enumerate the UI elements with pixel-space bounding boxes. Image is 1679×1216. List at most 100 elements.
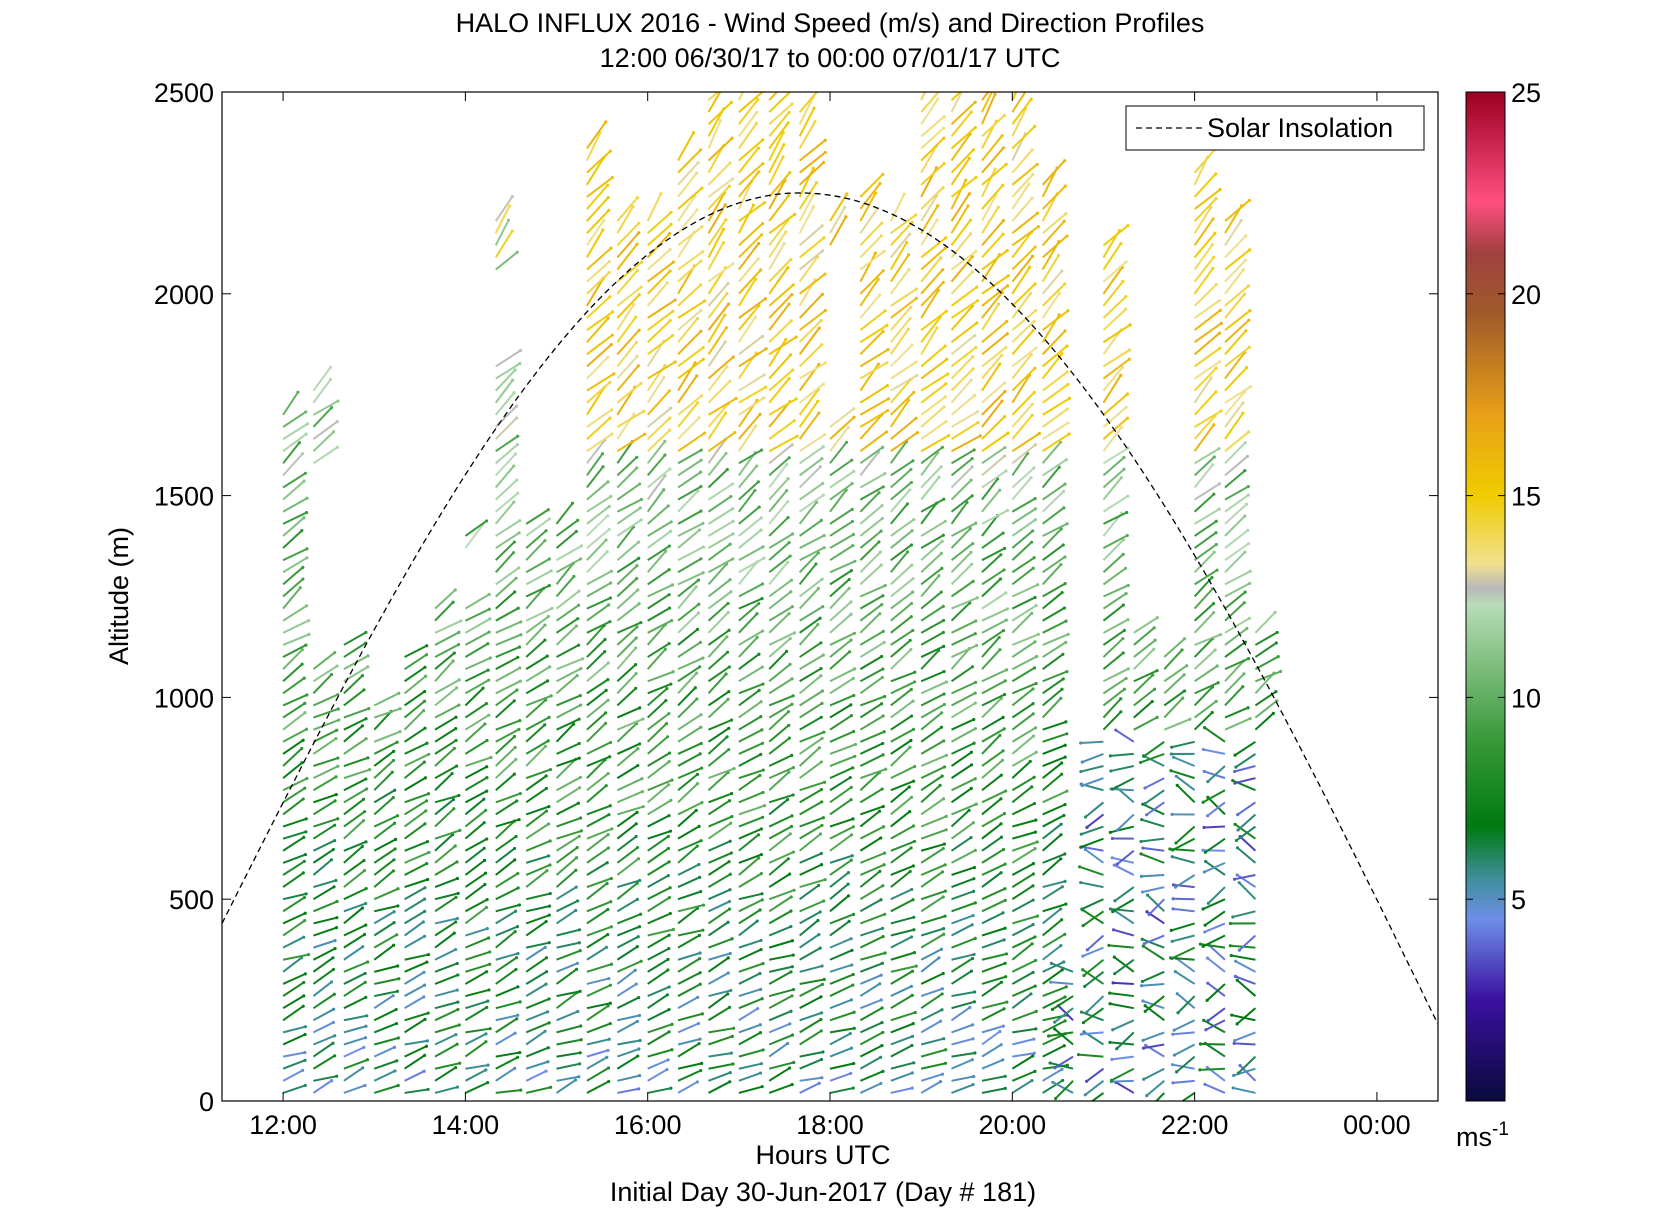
wind-arrow-head	[937, 574, 941, 578]
wind-arrow	[981, 554, 1002, 574]
wind-arrow	[860, 805, 884, 816]
wind-arrow-head	[912, 517, 916, 522]
wind-arrow	[677, 1012, 703, 1022]
wind-arrow-head	[1060, 761, 1064, 765]
wind-arrow	[920, 540, 943, 561]
wind-arrow-head	[762, 396, 766, 400]
wind-arrow	[859, 472, 886, 489]
wind-arrow	[525, 1060, 549, 1070]
wind-arrow	[708, 1062, 734, 1070]
wind-arrow	[1236, 979, 1257, 997]
wind-arrow	[313, 693, 339, 707]
wind-arrow	[525, 983, 547, 997]
wind-arrow-head	[970, 562, 974, 566]
wind-arrow-head	[942, 842, 946, 846]
wind-arrow	[1011, 776, 1035, 792]
wind-arrow	[859, 668, 884, 683]
wind-arrow-head	[665, 735, 670, 739]
wind-arrow-head	[1003, 679, 1007, 683]
wind-arrow-head	[1185, 664, 1189, 668]
wind-arrow-head	[1124, 307, 1128, 311]
wind-arrow-head	[728, 578, 732, 582]
wind-arrow	[1203, 748, 1226, 755]
wind-arrow	[920, 871, 944, 888]
wind-arrow-head	[450, 771, 454, 776]
wind-arrow-head	[1110, 1057, 1114, 1061]
wind-arrow-head	[603, 721, 608, 725]
wind-arrow-head	[906, 550, 910, 554]
wind-arrow-head	[909, 647, 913, 652]
wind-arrow-head	[637, 328, 641, 332]
wind-arrow-head	[697, 862, 701, 867]
wind-arrow	[677, 713, 702, 731]
wind-arrow-head	[1278, 669, 1283, 674]
wind-arrow	[1111, 1067, 1135, 1082]
wind-arrow	[1110, 752, 1134, 757]
wind-arrow	[981, 836, 1003, 852]
wind-arrow	[707, 1006, 731, 1022]
wind-arrow	[616, 261, 643, 283]
wind-arrow-head	[968, 232, 973, 236]
wind-arrow-head	[307, 632, 311, 636]
wind-arrow-head	[514, 757, 518, 762]
wind-arrow-head	[729, 821, 733, 825]
wind-arrow	[890, 888, 913, 901]
wind-arrow	[343, 1084, 366, 1094]
wind-arrow-head	[942, 692, 946, 696]
wind-arrow	[586, 1080, 610, 1094]
wind-arrow	[1080, 765, 1104, 773]
wind-arrow	[768, 858, 789, 876]
wind-arrow	[586, 387, 605, 416]
wind-arrow	[920, 115, 945, 138]
wind-arrow	[646, 270, 671, 295]
wind-arrow	[495, 773, 516, 791]
wind-arrow-head	[787, 541, 791, 545]
wind-arrow-head	[1031, 734, 1036, 738]
wind-arrow	[616, 898, 638, 913]
wind-arrow	[890, 865, 914, 876]
wind-arrow-head	[754, 424, 758, 428]
wind-arrow-head	[482, 821, 486, 825]
wind-arrow-head	[1217, 360, 1222, 364]
wind-arrow	[1042, 670, 1068, 683]
wind-arrow-head	[1219, 321, 1223, 325]
wind-arrow	[1041, 270, 1063, 295]
wind-arrow-head	[820, 701, 824, 705]
wind-arrow-head	[1067, 396, 1072, 400]
wind-arrow-head	[1145, 910, 1149, 914]
wind-arrow	[312, 957, 334, 973]
wind-arrow	[920, 237, 947, 259]
wind-arrow	[799, 578, 823, 598]
wind-arrow	[677, 402, 699, 428]
wind-arrow-head	[1033, 984, 1037, 988]
wind-arrow-head	[971, 355, 975, 359]
wind-arrow	[1205, 860, 1226, 876]
wind-arrow	[464, 790, 488, 804]
wind-arrow-head	[878, 550, 882, 554]
wind-arrow	[1011, 108, 1027, 137]
wind-arrow-head	[609, 925, 613, 929]
wind-arrow	[556, 941, 580, 949]
wind-arrow	[556, 1038, 582, 1046]
wind-arrow	[1235, 753, 1256, 768]
wind-arrow-head	[638, 706, 642, 710]
wind-arrow-head	[423, 909, 427, 913]
wind-arrow	[1133, 648, 1155, 670]
wind-arrow	[768, 419, 795, 440]
wind-arrow	[1224, 319, 1250, 343]
wind-arrow	[1102, 637, 1124, 658]
wind-arrow	[799, 139, 826, 162]
wind-arrow-head	[485, 837, 489, 841]
wind-arrow	[373, 730, 401, 743]
wind-arrow-head	[969, 110, 973, 114]
wind-arrow	[738, 269, 762, 295]
wind-arrow	[981, 219, 1005, 247]
wind-arrow-head	[905, 240, 909, 244]
wind-arrow-head	[726, 971, 730, 975]
wind-arrow	[647, 593, 670, 610]
wind-arrow-head	[631, 205, 635, 209]
wind-arrow	[646, 390, 671, 416]
wind-arrow-head	[941, 797, 946, 801]
wind-arrow	[738, 597, 763, 610]
wind-arrow	[677, 996, 699, 1010]
